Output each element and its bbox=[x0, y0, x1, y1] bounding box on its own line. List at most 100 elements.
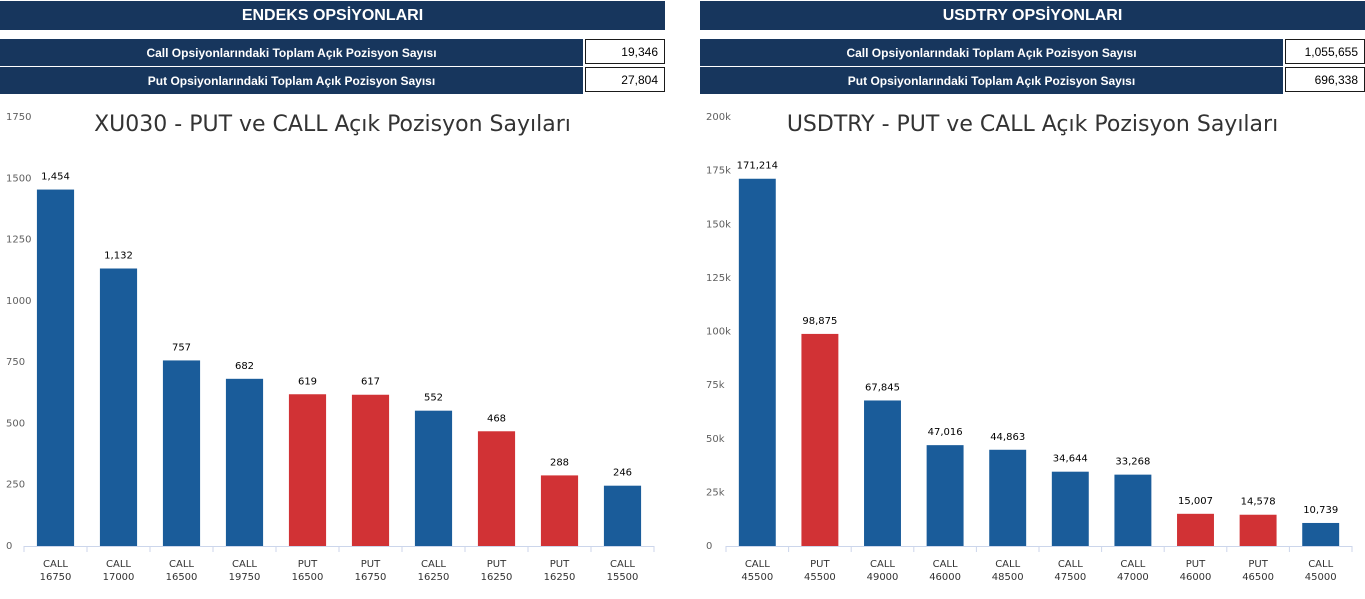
call-total-label: Call Opsiyonlarındaki Toplam Açık Pozisy… bbox=[700, 39, 1283, 66]
x-tick-label: PUT bbox=[1186, 559, 1206, 570]
x-tick-label: PUT bbox=[361, 559, 381, 570]
bar-call bbox=[1051, 471, 1089, 546]
x-tick-label: PUT bbox=[487, 559, 507, 570]
bar-put bbox=[1177, 513, 1214, 546]
x-tick-label: CALL bbox=[421, 559, 446, 570]
data-label: 468 bbox=[487, 413, 506, 424]
x-tick-label: 46000 bbox=[1180, 572, 1212, 583]
data-label: 619 bbox=[298, 376, 317, 387]
put-total-value: 696,338 bbox=[1285, 67, 1365, 92]
bar-call bbox=[225, 378, 264, 546]
y-tick-label: 150k bbox=[706, 219, 731, 230]
bar-call bbox=[1302, 522, 1340, 546]
xu030-bar-chart: 0 250 500 750 1000 1250 1500 1750 1,454 CALL 16750… bbox=[6, 112, 655, 583]
x-tick-label: 16500 bbox=[166, 572, 198, 583]
y-tick-label: 75k bbox=[706, 380, 725, 391]
data-label: 47,016 bbox=[928, 427, 963, 438]
x-tick-label: 19750 bbox=[229, 572, 261, 583]
y-tick-label: 0 bbox=[6, 541, 12, 552]
x-tick-label: CALL bbox=[610, 559, 635, 570]
x-tick-label: PUT bbox=[550, 559, 570, 570]
x-tick-label: 45500 bbox=[741, 572, 773, 583]
endeks-header: ENDEKS OPSİYONLARI bbox=[0, 1, 665, 30]
endeks-panel: ENDEKS OPSİYONLARI Call Opsiyonlarındaki… bbox=[0, 0, 665, 594]
put-total-label: Put Opsiyonlarındaki Toplam Açık Pozisyo… bbox=[700, 67, 1283, 94]
x-tick-label: 16750 bbox=[40, 572, 72, 583]
x-tick-label: PUT bbox=[1248, 559, 1268, 570]
y-tick-label: 1000 bbox=[6, 296, 31, 307]
data-label: 288 bbox=[550, 457, 569, 468]
x-tick-label: CALL bbox=[933, 559, 958, 570]
bar-put bbox=[288, 394, 327, 546]
data-label: 44,863 bbox=[990, 432, 1025, 443]
usdtry-bar-chart: 0 25k 50k 75k 100k 125k 150k 175k 200k 171,214 CAL… bbox=[706, 112, 1353, 583]
x-tick-label: 16500 bbox=[292, 572, 324, 583]
call-total-value: 1,055,655 bbox=[1285, 39, 1365, 64]
data-label: 246 bbox=[613, 468, 632, 479]
x-tick-label: CALL bbox=[745, 559, 770, 570]
data-label: 171,214 bbox=[737, 161, 778, 172]
bar-put bbox=[801, 333, 839, 546]
x-tick-label: 15500 bbox=[607, 572, 639, 583]
data-label: 552 bbox=[424, 393, 443, 404]
data-label: 14,578 bbox=[1241, 497, 1276, 508]
data-label: 33,268 bbox=[1115, 457, 1150, 468]
y-tick-label: 200k bbox=[706, 112, 731, 123]
x-tick-label: 49000 bbox=[867, 572, 899, 583]
x-tick-label: 46000 bbox=[929, 572, 961, 583]
x-tick-label: CALL bbox=[232, 559, 257, 570]
y-tick-label: 25k bbox=[706, 487, 725, 498]
x-tick-label: 47000 bbox=[1117, 572, 1149, 583]
bar-put bbox=[351, 394, 390, 546]
data-label: 34,644 bbox=[1053, 454, 1088, 465]
x-tick-label: CALL bbox=[870, 559, 895, 570]
chart-title: USDTRY - PUT ve CALL Açık Pozisyon Sayıl… bbox=[786, 112, 1279, 137]
bar-call bbox=[1114, 474, 1152, 546]
bar-put bbox=[477, 431, 516, 546]
x-tick-label: CALL bbox=[995, 559, 1020, 570]
data-label: 10,739 bbox=[1303, 505, 1338, 516]
xu030-chart: XU030 - PUT ve CALL Açık Pozisyon Sayıla… bbox=[0, 100, 665, 594]
data-label: 67,845 bbox=[865, 382, 900, 393]
y-tick-label: 0 bbox=[706, 541, 712, 552]
y-tick-label: 125k bbox=[706, 273, 731, 284]
bar-call bbox=[162, 360, 201, 546]
data-label: 1,454 bbox=[41, 172, 70, 183]
x-tick-label: 16250 bbox=[481, 572, 513, 583]
bar-call bbox=[989, 449, 1027, 546]
endeks-put-total-row: Put Opsiyonlarındaki Toplam Açık Pozisyo… bbox=[0, 67, 665, 94]
call-total-label: Call Opsiyonlarındaki Toplam Açık Pozisy… bbox=[0, 39, 583, 66]
usdtry-header: USDTRY OPSİYONLARI bbox=[700, 1, 1365, 30]
x-tick-label: 17000 bbox=[103, 572, 135, 583]
x-tick-label: CALL bbox=[169, 559, 194, 570]
put-total-value: 27,804 bbox=[585, 67, 665, 92]
usdtry-put-total-row: Put Opsiyonlarındaki Toplam Açık Pozisyo… bbox=[700, 67, 1365, 94]
data-label: 682 bbox=[235, 361, 254, 372]
y-tick-label: 250 bbox=[6, 480, 25, 491]
x-tick-label: CALL bbox=[1308, 559, 1333, 570]
bar-call bbox=[99, 268, 138, 546]
bar-put bbox=[1239, 514, 1277, 546]
y-tick-label: 1500 bbox=[6, 173, 31, 184]
data-label: 617 bbox=[361, 377, 380, 388]
y-tick-label: 1250 bbox=[6, 235, 31, 246]
x-tick-label: PUT bbox=[810, 559, 830, 570]
x-tick-label: 45500 bbox=[804, 572, 836, 583]
y-tick-label: 175k bbox=[706, 166, 731, 177]
x-tick-label: 47500 bbox=[1054, 572, 1086, 583]
y-tick-label: 750 bbox=[6, 357, 25, 368]
x-tick-label: 16250 bbox=[418, 572, 450, 583]
bar-call bbox=[864, 400, 901, 546]
y-tick-label: 1750 bbox=[6, 112, 31, 123]
x-tick-label: 16250 bbox=[544, 572, 576, 583]
bar-call bbox=[603, 485, 642, 546]
x-tick-label: CALL bbox=[1120, 559, 1145, 570]
put-total-label: Put Opsiyonlarındaki Toplam Açık Pozisyo… bbox=[0, 67, 583, 94]
x-tick-label: 48500 bbox=[992, 572, 1024, 583]
data-label: 15,007 bbox=[1178, 496, 1213, 507]
endeks-call-total-row: Call Opsiyonlarındaki Toplam Açık Pozisy… bbox=[0, 39, 665, 66]
x-tick-label: 46500 bbox=[1242, 572, 1274, 583]
data-label: 98,875 bbox=[802, 316, 837, 327]
x-tick-label: CALL bbox=[1058, 559, 1083, 570]
data-label: 1,132 bbox=[104, 250, 133, 261]
